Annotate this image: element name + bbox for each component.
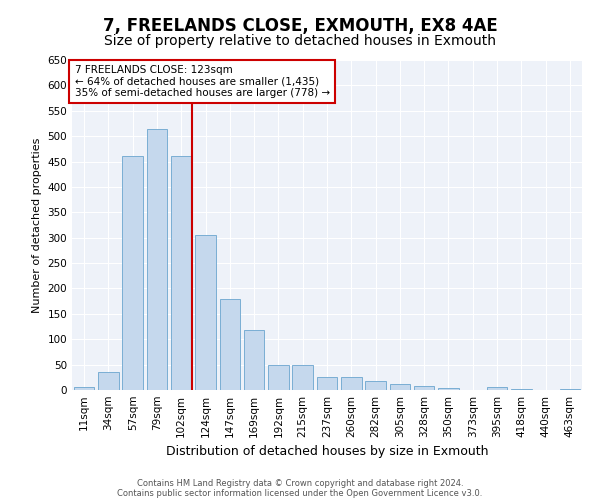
- Bar: [268, 364, 289, 390]
- Bar: [365, 381, 386, 390]
- Bar: [74, 388, 94, 390]
- Bar: [244, 330, 265, 390]
- Bar: [146, 128, 167, 390]
- Bar: [171, 156, 191, 390]
- Bar: [341, 378, 362, 390]
- Bar: [98, 372, 119, 390]
- Text: Contains HM Land Registry data © Crown copyright and database right 2024.: Contains HM Land Registry data © Crown c…: [137, 478, 463, 488]
- Y-axis label: Number of detached properties: Number of detached properties: [32, 138, 42, 312]
- Text: Size of property relative to detached houses in Exmouth: Size of property relative to detached ho…: [104, 34, 496, 48]
- Bar: [487, 388, 508, 390]
- Text: Contains public sector information licensed under the Open Government Licence v3: Contains public sector information licen…: [118, 488, 482, 498]
- X-axis label: Distribution of detached houses by size in Exmouth: Distribution of detached houses by size …: [166, 446, 488, 458]
- Bar: [122, 156, 143, 390]
- Bar: [414, 386, 434, 390]
- Bar: [389, 384, 410, 390]
- Text: 7 FREELANDS CLOSE: 123sqm
← 64% of detached houses are smaller (1,435)
35% of se: 7 FREELANDS CLOSE: 123sqm ← 64% of detac…: [74, 65, 329, 98]
- Text: 7, FREELANDS CLOSE, EXMOUTH, EX8 4AE: 7, FREELANDS CLOSE, EXMOUTH, EX8 4AE: [103, 18, 497, 36]
- Bar: [438, 388, 459, 390]
- Bar: [317, 378, 337, 390]
- Bar: [292, 364, 313, 390]
- Bar: [511, 389, 532, 390]
- Bar: [220, 298, 240, 390]
- Bar: [195, 235, 216, 390]
- Bar: [560, 389, 580, 390]
